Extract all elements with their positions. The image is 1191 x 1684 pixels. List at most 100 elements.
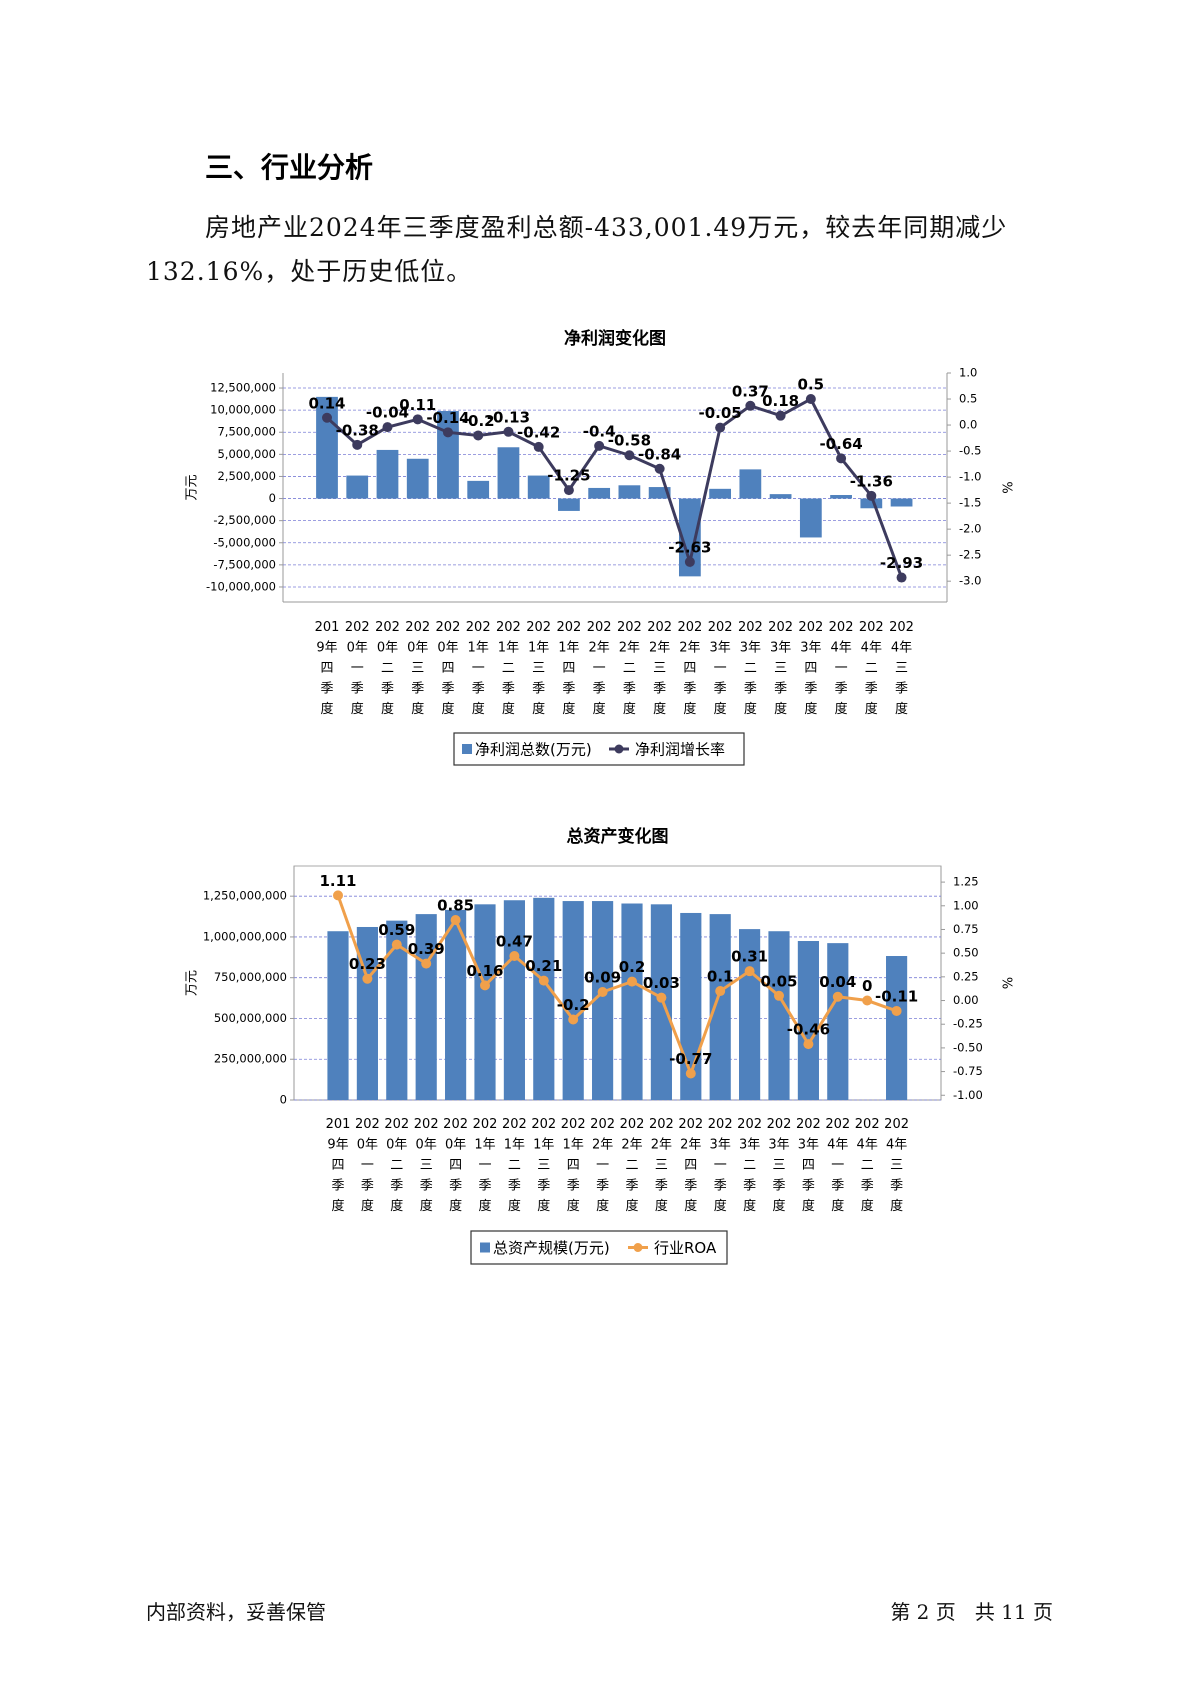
- legend-swatch: [462, 744, 472, 754]
- data-label: -0.05: [698, 404, 741, 422]
- bar: [769, 494, 792, 499]
- y2-tick-label: 0.00: [953, 993, 979, 1007]
- x-tick-label: 202 4年一季度: [829, 620, 854, 717]
- x-tick-label: 202 2年三季度: [649, 1117, 674, 1214]
- x-tick-label: 202 4年二季度: [855, 1117, 880, 1214]
- data-label: -0.11: [875, 987, 918, 1005]
- bar: [890, 498, 913, 507]
- bar: [797, 941, 819, 1100]
- y-axis-label: 万元: [185, 474, 200, 500]
- data-label: 0: [862, 977, 872, 995]
- legend-label: 净利润增长率: [635, 741, 725, 759]
- data-label: -2.93: [880, 554, 923, 572]
- x-tick-label: 201 9年四季度: [326, 1117, 351, 1214]
- bar: [678, 498, 701, 577]
- line-point: [832, 991, 843, 1002]
- x-tick-label: 201 9年四季度: [315, 620, 340, 717]
- data-label: -1.25: [547, 467, 590, 485]
- x-tick-label: 202 1年三季度: [531, 1117, 556, 1214]
- line-point: [866, 490, 877, 501]
- line-point: [715, 986, 726, 997]
- line-point: [744, 966, 755, 977]
- bar: [618, 485, 641, 499]
- line-point: [684, 556, 695, 567]
- y-tick-label: 500,000,000: [214, 1011, 287, 1025]
- bar: [860, 498, 883, 509]
- bar: [799, 498, 822, 538]
- y2-tick-label: 0.5: [959, 392, 977, 406]
- line-point: [391, 939, 402, 950]
- chart-title: 总资产变化图: [567, 826, 669, 847]
- x-tick-label: 202 4年二季度: [859, 620, 884, 717]
- bar: [739, 929, 761, 1100]
- bar: [827, 943, 849, 1100]
- x-tick-label: 202 1年四季度: [561, 1117, 586, 1214]
- bar: [558, 498, 580, 511]
- x-tick-label: 202 3年四季度: [798, 620, 823, 717]
- y2-axis-label: %: [999, 481, 1014, 493]
- y-tick-label: 12,500,000: [210, 381, 276, 395]
- data-label: -0.42: [517, 423, 560, 441]
- bar: [709, 488, 732, 499]
- legend-label: 总资产规模(万元): [493, 1239, 610, 1257]
- data-label: -0.77: [669, 1050, 712, 1068]
- line-point: [685, 1068, 696, 1079]
- bar: [680, 912, 702, 1100]
- legend-label: 净利润总数(万元): [475, 741, 592, 759]
- bar: [592, 901, 614, 1100]
- data-label: 0.18: [762, 392, 799, 410]
- y2-tick-label: 1.25: [953, 875, 979, 889]
- y-tick-label: 5,000,000: [217, 447, 276, 461]
- y2-tick-label: -0.5: [959, 444, 981, 458]
- line-point: [805, 394, 816, 405]
- line-point: [352, 439, 363, 450]
- data-label: 0.11: [399, 396, 436, 414]
- x-tick-label: 202 4年一季度: [825, 1117, 850, 1214]
- line-point: [421, 958, 432, 969]
- bar: [376, 449, 399, 499]
- x-tick-label: 202 3年一季度: [708, 620, 733, 717]
- line-point: [627, 976, 637, 987]
- x-tick-label: 202 0年一季度: [355, 1117, 380, 1214]
- bar: [533, 897, 555, 1100]
- y2-tick-label: -2.5: [959, 548, 981, 562]
- data-label: 0.21: [525, 957, 562, 975]
- line-point: [362, 973, 373, 984]
- x-tick-label: 202 1年四季度: [557, 620, 582, 717]
- y-tick-label: 250,000,000: [214, 1052, 287, 1066]
- data-label: 0.5: [798, 376, 825, 394]
- x-tick-label: 202 3年一季度: [708, 1117, 733, 1214]
- y-tick-label: -7,500,000: [213, 557, 276, 571]
- legend-label: 行业ROA: [654, 1239, 717, 1257]
- line-point: [594, 440, 605, 451]
- legend-box: [470, 1230, 728, 1265]
- y-tick-label: 0: [269, 491, 276, 505]
- line-point: [836, 453, 847, 464]
- y-tick-label: 2,500,000: [217, 469, 276, 483]
- bar: [327, 931, 349, 1100]
- x-tick-label: 202 1年二季度: [496, 620, 521, 717]
- bar: [588, 487, 611, 499]
- y2-tick-label: -2.0: [959, 522, 981, 536]
- line-point: [333, 890, 343, 901]
- x-tick-label: 202 2年一季度: [590, 1117, 615, 1214]
- data-label: -0.4: [583, 422, 616, 440]
- y2-axis-label: %: [999, 977, 1014, 989]
- bar: [346, 475, 369, 499]
- x-tick-label: 202 2年三季度: [647, 620, 672, 717]
- x-tick-label: 202 0年二季度: [384, 1117, 409, 1214]
- x-tick-label: 202 2年二季度: [620, 1117, 645, 1214]
- x-tick-label: 202 3年三季度: [767, 1117, 792, 1214]
- y2-tick-label: -0.50: [953, 1040, 983, 1054]
- line-point: [412, 414, 423, 425]
- y2-tick-label: 0.50: [953, 946, 979, 960]
- x-tick-label: 202 2年二季度: [617, 620, 642, 717]
- heading: 三、行业分析: [205, 151, 374, 184]
- bar: [386, 920, 408, 1100]
- y-tick-label: -5,000,000: [213, 535, 276, 549]
- line-point: [774, 990, 784, 1001]
- line-point: [597, 987, 608, 997]
- bar: [497, 447, 520, 499]
- x-tick-label: 202 0年三季度: [405, 620, 430, 717]
